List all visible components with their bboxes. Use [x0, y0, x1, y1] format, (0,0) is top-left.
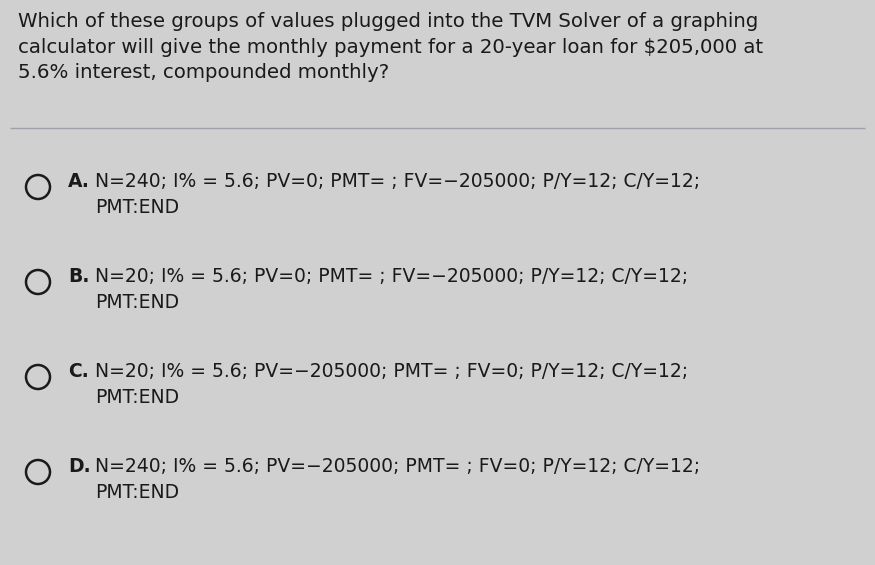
Text: N=20; I% = 5.6; PV=0; PMT= ; FV=−205000; P/Y=12; C/Y=12;: N=20; I% = 5.6; PV=0; PMT= ; FV=−205000;…: [95, 267, 688, 286]
Text: B.: B.: [68, 267, 89, 286]
Text: N=240; I% = 5.6; PV=0; PMT= ; FV=−205000; P/Y=12; C/Y=12;: N=240; I% = 5.6; PV=0; PMT= ; FV=−205000…: [95, 172, 700, 191]
Text: N=20; I% = 5.6; PV=−205000; PMT= ; FV=0; P/Y=12; C/Y=12;: N=20; I% = 5.6; PV=−205000; PMT= ; FV=0;…: [95, 362, 688, 381]
Text: PMT:END: PMT:END: [95, 198, 179, 217]
Text: D.: D.: [68, 457, 91, 476]
Text: A.: A.: [68, 172, 90, 191]
Text: Which of these groups of values plugged into the TVM Solver of a graphing
calcul: Which of these groups of values plugged …: [18, 12, 763, 82]
Text: C.: C.: [68, 362, 88, 381]
Text: PMT:END: PMT:END: [95, 293, 179, 312]
Text: PMT:END: PMT:END: [95, 483, 179, 502]
Text: N=240; I% = 5.6; PV=−205000; PMT= ; FV=0; P/Y=12; C/Y=12;: N=240; I% = 5.6; PV=−205000; PMT= ; FV=0…: [95, 457, 700, 476]
Text: PMT:END: PMT:END: [95, 388, 179, 407]
